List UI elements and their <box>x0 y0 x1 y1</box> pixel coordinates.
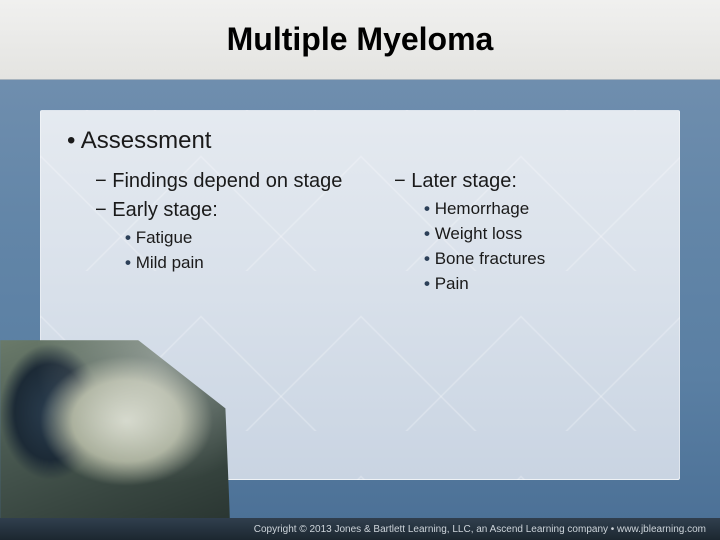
sub-item-early-stage: Early stage: <box>95 198 354 223</box>
copyright-text: Copyright © 2013 Jones & Bartlett Learni… <box>254 524 706 535</box>
sub-item-later-stage: Later stage: <box>394 169 653 194</box>
slide: Multiple Myeloma Assessment Findings dep… <box>0 0 720 540</box>
title-band: Multiple Myeloma <box>0 0 720 80</box>
point-fatigue: Fatigue <box>125 227 354 249</box>
copyright-footer: Copyright © 2013 Jones & Bartlett Learni… <box>0 518 720 540</box>
slide-title: Multiple Myeloma <box>227 21 494 58</box>
sub-item-findings: Findings depend on stage <box>95 169 354 194</box>
point-hemorrhage: Hemorrhage <box>424 198 653 220</box>
point-bone-fractures: Bone fractures <box>424 248 653 270</box>
point-pain: Pain <box>424 273 653 295</box>
left-column: Findings depend on stage Early stage: Fa… <box>67 169 354 298</box>
point-mild-pain: Mild pain <box>125 252 354 274</box>
right-column: Later stage: Hemorrhage Weight loss Bone… <box>366 169 653 298</box>
two-column-layout: Findings depend on stage Early stage: Fa… <box>67 169 653 298</box>
main-bullet-assessment: Assessment <box>67 127 653 155</box>
point-weight-loss: Weight loss <box>424 223 653 245</box>
